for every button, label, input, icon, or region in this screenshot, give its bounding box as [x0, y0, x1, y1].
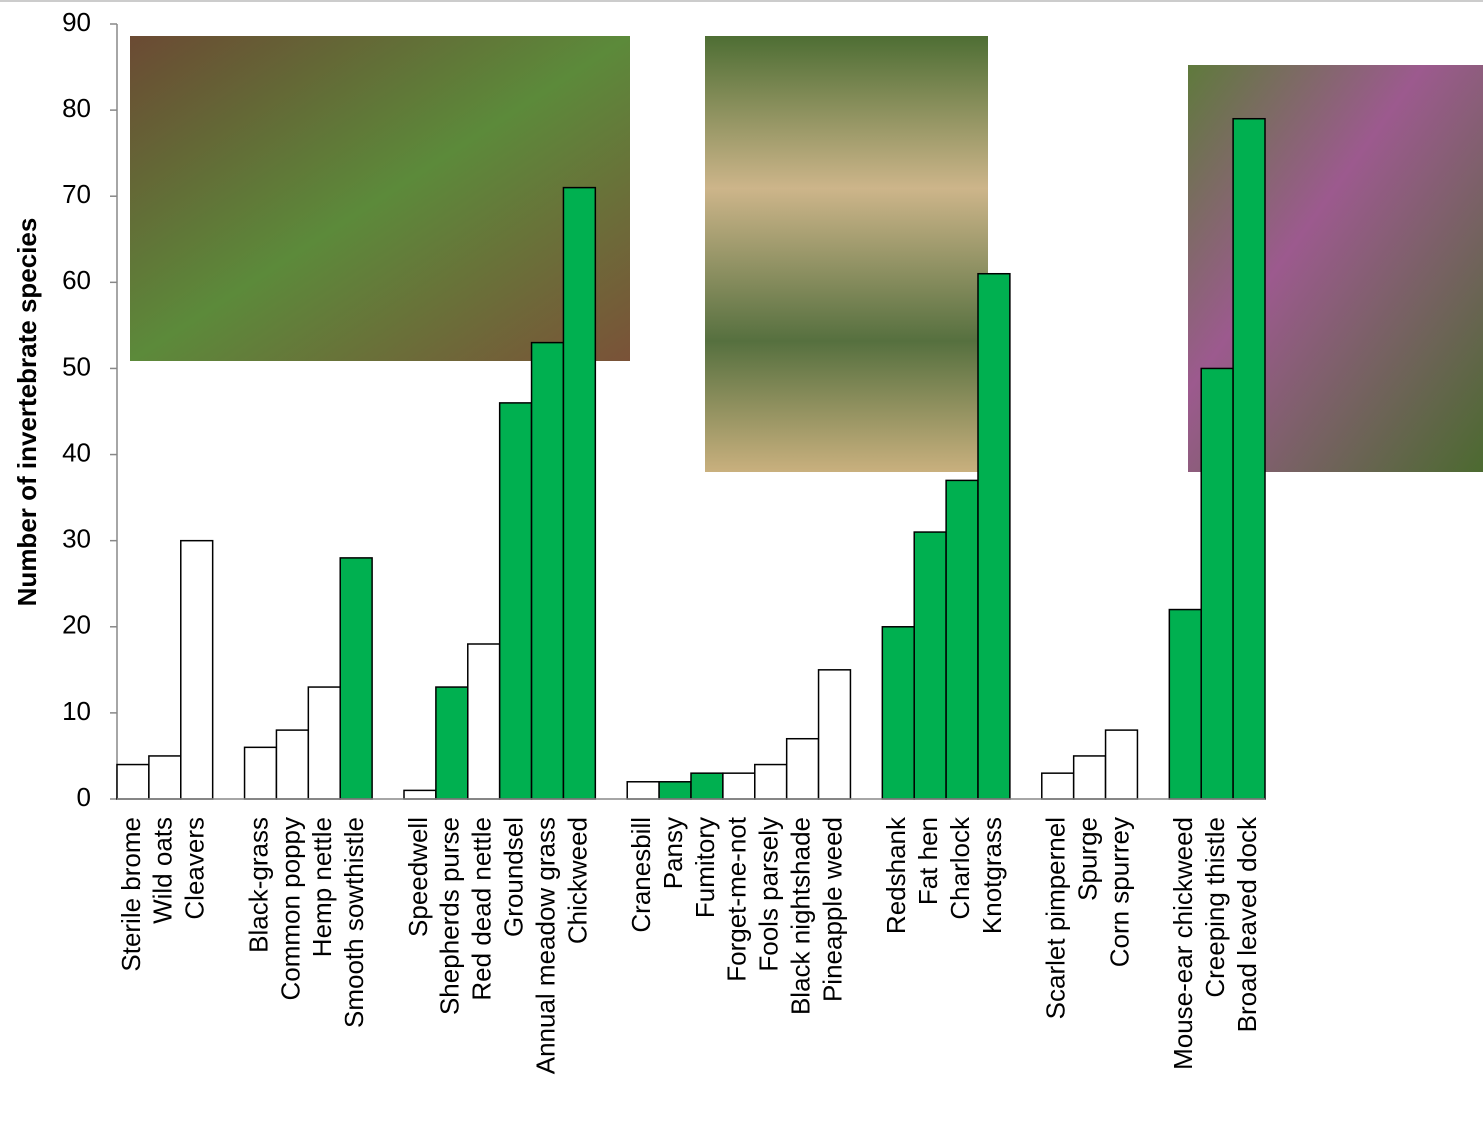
- bar: [149, 756, 181, 799]
- x-tick-label: Knotgrass: [977, 817, 1007, 934]
- bar: [659, 782, 691, 799]
- y-tick-label: 20: [62, 610, 91, 640]
- bar: [245, 747, 277, 799]
- bar: [1106, 730, 1138, 799]
- y-tick-label: 0: [77, 782, 91, 812]
- bar: [1074, 756, 1106, 799]
- y-tick-label: 60: [62, 265, 91, 295]
- y-axis-label: Number of invertebrate species: [12, 218, 42, 607]
- bar: [1201, 368, 1233, 799]
- x-tick-label: Redshank: [881, 816, 911, 934]
- y-tick-label: 10: [62, 696, 91, 726]
- x-tick-label: Black-grass: [243, 817, 273, 953]
- bar: [914, 532, 946, 799]
- bar: [723, 773, 755, 799]
- bar: [500, 403, 532, 799]
- photo-fat-hen: [705, 36, 988, 472]
- x-tick-label: Corn spurrey: [1104, 817, 1134, 967]
- x-tick-label: Cranesbill: [626, 817, 656, 933]
- bar: [563, 188, 595, 799]
- x-tick-label: Speedwell: [403, 817, 433, 937]
- y-tick-label: 90: [62, 7, 91, 37]
- x-tick-label: Sterile brome: [116, 817, 146, 972]
- bar: [117, 765, 149, 799]
- bar: [978, 274, 1010, 799]
- x-tick-label: Hemp nettle: [307, 817, 337, 957]
- x-tick-label: Fumitory: [690, 817, 720, 918]
- bar: [1233, 119, 1265, 799]
- x-tick-label: Mouse-ear chickweed: [1168, 817, 1198, 1070]
- x-tick-label: Red dead nettle: [467, 817, 497, 1001]
- x-tick-label: Shepherds purse: [435, 817, 465, 1015]
- y-tick-label: 30: [62, 524, 91, 554]
- x-tick-label: Groundsel: [498, 817, 528, 937]
- bar: [532, 343, 564, 799]
- y-tick-label: 50: [62, 351, 91, 381]
- bar: [627, 782, 659, 799]
- bar: [308, 687, 340, 799]
- page: {"chart_data": {"type": "bar", "y_label"…: [0, 0, 1483, 1135]
- x-tick-label: Pineapple weed: [817, 817, 847, 1002]
- y-tick-label: 40: [62, 437, 91, 467]
- bar: [755, 765, 787, 799]
- bar: [181, 541, 213, 799]
- photo-chickweed: [130, 36, 630, 361]
- bar: [1042, 773, 1074, 799]
- x-tick-label: Fat hen: [913, 817, 943, 905]
- x-tick-label: Forget-me-not: [722, 816, 752, 981]
- x-tick-label: Chickweed: [562, 817, 592, 944]
- x-tick-label: Annual meadow grass: [530, 817, 560, 1074]
- bar: [276, 730, 308, 799]
- x-tick-label: Spurge: [1072, 817, 1102, 901]
- bar: [468, 644, 500, 799]
- x-tick-label: Wild oats: [148, 817, 178, 924]
- y-tick-label: 70: [62, 179, 91, 209]
- x-tick-label: Broad leaved dock: [1232, 816, 1262, 1032]
- bar: [946, 480, 978, 799]
- x-tick-label: Charlock: [945, 816, 975, 920]
- x-tick-label: Pansy: [658, 817, 688, 889]
- x-tick-label: Scarlet pimpernel: [1041, 817, 1071, 1019]
- x-tick-label: Smooth sowthistle: [339, 817, 369, 1028]
- bar: [404, 790, 436, 799]
- chart: Number of invertebrate species 0 10 20 30 40…: [0, 0, 1483, 1135]
- bar: [787, 739, 819, 799]
- bar: [1169, 610, 1201, 799]
- y-tick-label: 80: [62, 93, 91, 123]
- x-tick-label: Black nightshade: [785, 817, 815, 1015]
- bar: [436, 687, 468, 799]
- x-tick-label: Common poppy: [275, 817, 305, 1001]
- x-tick-label: Creeping thistle: [1200, 817, 1230, 998]
- bar: [340, 558, 372, 799]
- bar: [819, 670, 851, 799]
- bar: [691, 773, 723, 799]
- x-tick-label: Cleavers: [180, 817, 210, 920]
- x-tick-label: Fools parsely: [754, 817, 784, 972]
- bar: [882, 627, 914, 799]
